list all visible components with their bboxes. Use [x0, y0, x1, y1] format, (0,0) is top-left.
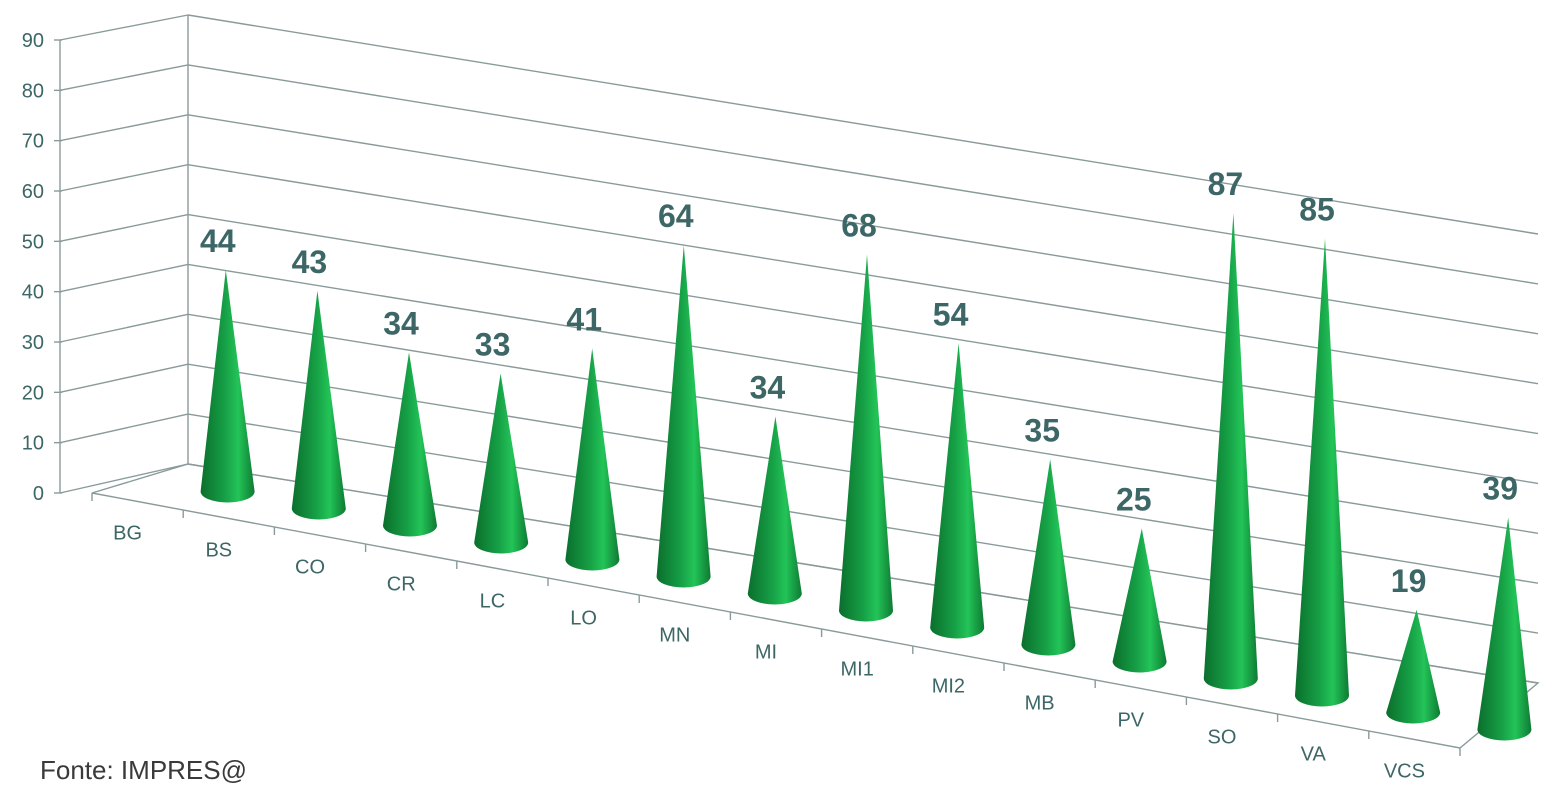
- x-tick-label: MI1: [841, 659, 874, 681]
- cone-BG: [200, 269, 255, 503]
- x-tick-label: MB: [1025, 693, 1055, 715]
- x-tick-label: SO: [1208, 727, 1237, 749]
- cone-body: [474, 373, 529, 554]
- y-tick-label: 50: [22, 231, 44, 253]
- cone-SO: [1295, 238, 1349, 707]
- cone-MN: [747, 416, 802, 605]
- x-tick-label: CO: [295, 557, 325, 579]
- gridline-80: [59, 64, 1539, 285]
- data-label-LC: 41: [566, 301, 602, 337]
- y-tick-label: 0: [33, 483, 44, 505]
- data-label-CR: 33: [475, 327, 511, 363]
- gridline-back: [187, 163, 1539, 385]
- cone-body: [1112, 528, 1167, 673]
- gridline-70: [59, 114, 1539, 335]
- x-tick-label: PV: [1117, 710, 1144, 732]
- y-tick-label: 90: [22, 30, 44, 52]
- data-label-CO: 34: [383, 305, 419, 341]
- cone-MI1: [930, 343, 985, 639]
- data-label-BG: 44: [200, 223, 236, 259]
- x-tick-label: VCS: [1384, 761, 1425, 783]
- y-tick-label: 60: [22, 181, 44, 203]
- cone-MI: [839, 254, 893, 622]
- x-tick-label: MI: [755, 642, 777, 664]
- gridline-back: [187, 64, 1539, 285]
- x-tick-label: MI2: [932, 676, 965, 698]
- cone-body: [1386, 609, 1441, 724]
- cone-MB: [1112, 528, 1167, 673]
- data-label-BS: 43: [292, 244, 328, 280]
- cone-MI2: [1021, 459, 1076, 656]
- cone-body: [200, 269, 255, 503]
- cone-body: [1477, 517, 1532, 741]
- x-tick-label: BS: [205, 540, 232, 562]
- x-tick-label: VA: [1301, 744, 1327, 766]
- gridline-side: [59, 14, 189, 41]
- gridline-side: [59, 213, 189, 243]
- cone-LC: [565, 348, 620, 571]
- x-tick-label: LO: [570, 608, 597, 630]
- gridline-side: [59, 263, 189, 293]
- data-label-SO: 85: [1299, 191, 1335, 227]
- x-tick-label: BG: [113, 523, 142, 545]
- data-label-MI1: 54: [933, 296, 969, 332]
- y-tick-label: 70: [22, 131, 44, 153]
- cone-body: [747, 416, 802, 605]
- cone-BS: [291, 290, 346, 520]
- cones: [200, 213, 1532, 741]
- cone-body: [1203, 213, 1258, 690]
- y-tick-label: 20: [22, 382, 44, 404]
- gridline-side: [59, 463, 189, 494]
- gridline-back: [187, 114, 1539, 335]
- cone-VCS: [1477, 517, 1532, 741]
- source-note: Fonte: IMPRES@: [40, 755, 248, 785]
- data-label-LO: 64: [658, 198, 694, 234]
- x-tick-label: LC: [480, 591, 506, 613]
- cone-CR: [474, 373, 529, 554]
- gridline-side: [59, 413, 189, 444]
- data-label-MI: 68: [841, 208, 877, 244]
- gridline-90: [59, 14, 1539, 235]
- cone-PV: [1203, 213, 1258, 690]
- value-labels: 44 43 34 33 41 64 34 68 54 35 25 87 85 19 39: [200, 166, 1518, 599]
- cone-body: [565, 348, 620, 571]
- axes: 0 10 20 30 40 50 60 70 80 90 BG BS CO CR LC LO MN MI MI1 MI…: [22, 15, 1540, 783]
- data-label-VCS: 39: [1482, 471, 1518, 507]
- gridline-side: [59, 313, 189, 343]
- y-tick-label: 30: [22, 332, 44, 354]
- data-label-VA: 19: [1391, 563, 1427, 599]
- x-tick-label: CR: [387, 574, 416, 596]
- x-tick-label: MN: [659, 625, 690, 647]
- cone-body: [1295, 238, 1349, 707]
- y-tick-label: 10: [22, 433, 44, 455]
- cone-LO: [656, 245, 711, 588]
- cone-body: [1021, 459, 1076, 656]
- gridline-side: [59, 163, 189, 192]
- y-tick-label: 80: [22, 80, 44, 102]
- cone-body: [839, 254, 893, 622]
- gridline-side: [59, 114, 189, 142]
- data-label-MN: 34: [750, 369, 786, 405]
- cone-body: [656, 245, 711, 588]
- cone-CO: [383, 352, 437, 537]
- gridline-back: [187, 14, 1539, 235]
- data-label-MI2: 35: [1024, 412, 1060, 448]
- cone-VA: [1386, 609, 1441, 724]
- cone-body: [291, 290, 346, 520]
- gridline-side: [59, 64, 189, 92]
- gridline-60: [59, 163, 1539, 385]
- y-tick-label: 40: [22, 282, 44, 304]
- cone-body: [383, 352, 437, 537]
- gridline-side: [59, 363, 189, 394]
- data-label-MB: 25: [1116, 481, 1152, 517]
- cone-body: [930, 343, 985, 639]
- data-label-PV: 87: [1208, 166, 1244, 202]
